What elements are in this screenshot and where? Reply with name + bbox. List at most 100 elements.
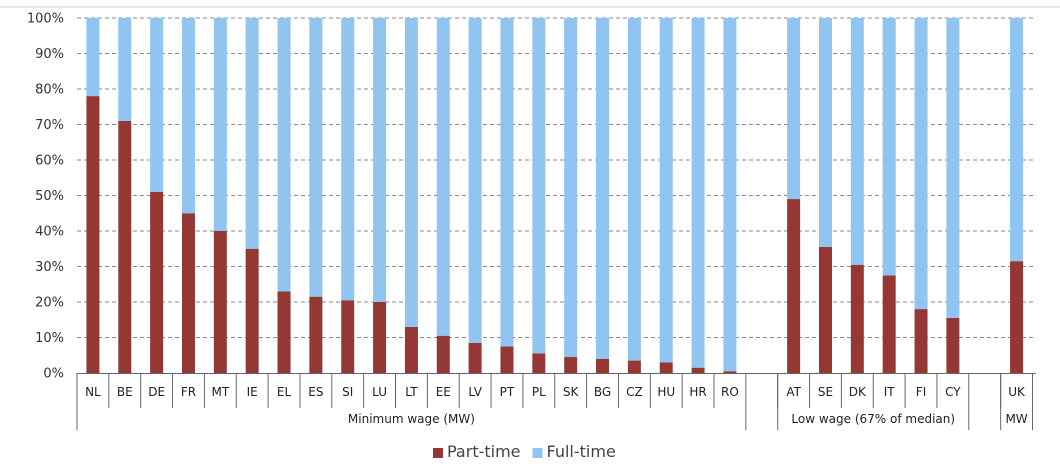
bar-part-time bbox=[723, 371, 737, 373]
bar-full-time bbox=[468, 18, 482, 343]
group-label: MW bbox=[1005, 412, 1027, 426]
bar-full-time bbox=[659, 18, 673, 363]
category-label: MT bbox=[211, 385, 229, 399]
y-tick-label: 80% bbox=[35, 83, 64, 98]
bar-part-time bbox=[850, 264, 864, 373]
bar-full-time bbox=[914, 18, 928, 310]
bar-part-time bbox=[373, 302, 387, 373]
category-label: EE bbox=[436, 385, 451, 399]
category-label: CZ bbox=[626, 385, 643, 399]
bar-full-time bbox=[373, 18, 387, 302]
bar-part-time bbox=[564, 357, 578, 373]
bar-full-time bbox=[436, 18, 450, 336]
bar-full-time bbox=[309, 18, 323, 297]
category-label: LU bbox=[372, 385, 387, 399]
bar-full-time bbox=[564, 18, 578, 358]
category-label: FI bbox=[916, 385, 926, 399]
bar-full-time bbox=[596, 18, 610, 359]
bar-full-time bbox=[691, 18, 705, 368]
category-label: PT bbox=[500, 385, 515, 399]
bar-part-time bbox=[277, 291, 291, 373]
legend-swatch bbox=[433, 448, 443, 458]
legend-label: Part-time bbox=[447, 442, 521, 461]
y-tick-label: 70% bbox=[35, 118, 64, 133]
bar-part-time bbox=[86, 96, 100, 373]
bar-part-time bbox=[1010, 261, 1024, 373]
category-label: HR bbox=[689, 385, 706, 399]
y-tick-label: 30% bbox=[35, 260, 64, 275]
y-tick-label: 20% bbox=[35, 296, 64, 311]
y-tick-label: 100% bbox=[27, 12, 64, 27]
category-label: IT bbox=[884, 385, 896, 399]
category-label: UK bbox=[1008, 385, 1026, 399]
category-label: ES bbox=[308, 385, 323, 399]
bar-full-time bbox=[818, 18, 832, 247]
bar-full-time bbox=[277, 18, 291, 292]
bar-full-time bbox=[532, 18, 546, 354]
bar-part-time bbox=[150, 191, 164, 373]
category-label: SK bbox=[563, 385, 580, 399]
y-tick-label: 10% bbox=[35, 331, 64, 346]
category-label: PL bbox=[532, 385, 546, 399]
bar-part-time bbox=[213, 231, 227, 373]
category-label: BE bbox=[117, 385, 133, 399]
y-tick-label: 40% bbox=[35, 225, 64, 240]
bar-full-time bbox=[404, 18, 418, 327]
bar-full-time bbox=[850, 18, 864, 265]
bar-part-time bbox=[404, 326, 418, 373]
bar-part-time bbox=[691, 367, 705, 373]
bar-full-time bbox=[150, 18, 164, 192]
bar-part-time bbox=[245, 248, 259, 373]
bar-full-time bbox=[627, 18, 641, 361]
category-label: DK bbox=[849, 385, 867, 399]
category-label: HU bbox=[657, 385, 675, 399]
category-label: AT bbox=[786, 385, 801, 399]
y-tick-label: 50% bbox=[35, 189, 64, 204]
bar-full-time bbox=[500, 18, 514, 347]
bar-full-time bbox=[213, 18, 227, 231]
bar-full-time bbox=[341, 18, 355, 301]
bar-full-time bbox=[245, 18, 259, 249]
category-label: NL bbox=[85, 385, 101, 399]
category-label: DE bbox=[148, 385, 165, 399]
bar-part-time bbox=[118, 120, 132, 373]
legend-label: Full-time bbox=[547, 442, 616, 461]
y-tick-label: 0% bbox=[43, 367, 64, 382]
bar-part-time bbox=[596, 358, 610, 373]
y-tick-label: 60% bbox=[35, 154, 64, 169]
category-label: BG bbox=[594, 385, 611, 399]
category-label: SE bbox=[818, 385, 833, 399]
bar-part-time bbox=[914, 309, 928, 373]
bar-part-time bbox=[309, 296, 323, 373]
bar-part-time bbox=[627, 360, 641, 373]
category-label: IE bbox=[247, 385, 258, 399]
bar-part-time bbox=[787, 199, 801, 373]
bar-part-time bbox=[946, 317, 960, 373]
category-label: CY bbox=[945, 385, 961, 399]
bar-part-time bbox=[468, 342, 482, 373]
category-label: RO bbox=[721, 385, 739, 399]
category-label: LT bbox=[405, 385, 418, 399]
group-label: Low wage (67% of median) bbox=[791, 412, 955, 426]
group-label: Minimum wage (MW) bbox=[348, 412, 475, 426]
bar-full-time bbox=[181, 18, 195, 214]
category-label: FR bbox=[181, 385, 196, 399]
bar-part-time bbox=[882, 275, 896, 373]
bar-part-time bbox=[436, 335, 450, 373]
category-label: LV bbox=[468, 385, 482, 399]
category-label: SI bbox=[342, 385, 353, 399]
category-label: EL bbox=[277, 385, 292, 399]
bar-part-time bbox=[659, 362, 673, 373]
bar-full-time bbox=[118, 18, 132, 121]
bar-part-time bbox=[818, 246, 832, 373]
legend-swatch bbox=[532, 448, 543, 458]
bar-part-time bbox=[500, 346, 514, 373]
bar-full-time bbox=[86, 18, 100, 97]
bar-part-time bbox=[181, 213, 195, 373]
bar-full-time bbox=[1010, 18, 1024, 262]
bar-full-time bbox=[787, 18, 801, 200]
bar-part-time bbox=[532, 353, 546, 373]
bar-full-time bbox=[723, 18, 737, 372]
bar-part-time bbox=[341, 300, 355, 373]
